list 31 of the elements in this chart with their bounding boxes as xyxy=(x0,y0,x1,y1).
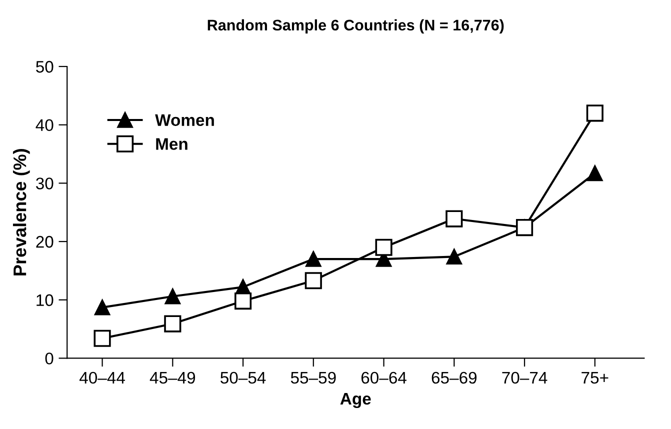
legend-label: Men xyxy=(156,138,188,150)
y-axis-title: Prevalence (%) xyxy=(12,149,30,276)
x-tick-label: 65–69 xyxy=(432,372,477,384)
point xyxy=(94,330,111,347)
x-tick-label: 45–49 xyxy=(150,372,196,384)
x-tick-label: 75+ xyxy=(582,372,608,384)
point xyxy=(234,292,252,310)
point xyxy=(586,104,604,122)
x-tick-label: 70–74 xyxy=(502,372,548,384)
y-tick-label: 0 xyxy=(45,352,54,364)
legend-label: Women xyxy=(155,114,214,126)
point xyxy=(587,165,603,182)
y-tick-label: 30 xyxy=(36,178,54,190)
x-tick-label: 55–59 xyxy=(290,372,336,384)
y-tick-label: 10 xyxy=(36,294,54,306)
point xyxy=(306,251,322,267)
point xyxy=(164,288,181,304)
y-tick-label: 20 xyxy=(36,236,54,248)
x-axis-title: Age xyxy=(340,393,371,408)
point xyxy=(375,238,392,256)
point xyxy=(164,315,182,332)
x-tick-label: 60–64 xyxy=(361,372,406,384)
y-tick-label: 50 xyxy=(36,60,54,73)
point xyxy=(446,210,463,228)
y-tick-label: 40 xyxy=(36,119,54,132)
chart-title: Random Sample 6 Countries (N = 16,776) xyxy=(208,19,504,34)
x-tick-label: 40–44 xyxy=(80,372,125,384)
x-tick-label: 50–54 xyxy=(220,372,266,384)
point xyxy=(446,248,462,265)
point xyxy=(94,300,110,316)
point xyxy=(304,272,322,290)
